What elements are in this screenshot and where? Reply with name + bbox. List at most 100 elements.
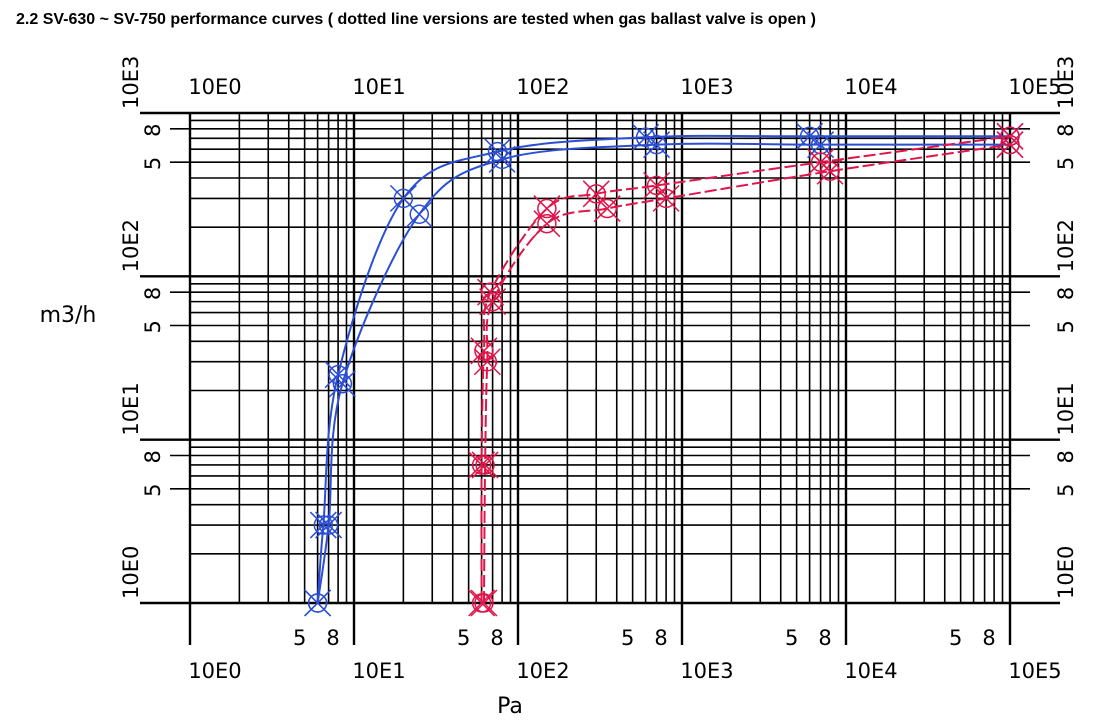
marker-cross [996, 131, 1024, 159]
marker-circle [537, 198, 557, 219]
x-tick-label-bottom: 10E1 [352, 659, 405, 683]
y-tick-label-right: 10E3 [1054, 56, 1078, 109]
x-tick-label-top: 10E1 [352, 75, 405, 99]
marker-circle [635, 127, 656, 148]
marker-cross [324, 361, 352, 389]
marker-circle [820, 161, 840, 181]
marker-circle [492, 149, 512, 170]
x-axis-title: Pa [497, 694, 523, 719]
marker-circle [409, 204, 430, 224]
marker-circle [328, 364, 348, 385]
marker-circle [474, 593, 494, 613]
marker-cross [304, 589, 332, 617]
y-minor-label-left: 5 [141, 157, 165, 170]
x-tick-label-bottom: 10E2 [516, 659, 569, 683]
series-line-3 [480, 135, 1011, 604]
series-2-marker [328, 370, 356, 398]
marker-circle [646, 175, 667, 196]
x-tick-label-bottom: 10E5 [1008, 659, 1061, 683]
y-minor-label-right: 5 [1054, 157, 1078, 170]
marker-cross [643, 131, 671, 159]
series-4-marker [473, 348, 501, 376]
marker-cross [405, 200, 433, 228]
label-layer: 10E0 10E0 10E1 10E1 10E2 10E2 10E3 10E3 10E4 10E4… [40, 56, 1078, 719]
marker-circle [477, 351, 498, 372]
series-2-marker [643, 131, 671, 159]
marker-cross [468, 589, 496, 617]
series-2-marker [405, 200, 433, 228]
x-tick-label-top: 10E4 [844, 75, 897, 99]
series-4-marker [533, 210, 561, 238]
grid-layer [140, 111, 1060, 645]
y-minor-label-left: 8 [141, 287, 165, 300]
series-4-marker [652, 184, 680, 212]
marker-circle [597, 198, 617, 219]
series-line-4 [482, 143, 1011, 604]
marker-cross [816, 157, 844, 185]
y-tick-label-left: 10E1 [119, 382, 143, 435]
series-2-marker [304, 589, 332, 617]
x-minor-label-8: 8 [818, 626, 831, 650]
series-4-marker [996, 131, 1024, 159]
marker-circle [482, 291, 503, 312]
marker-circle [480, 282, 501, 302]
marker-circle [332, 373, 353, 394]
series-4-marker [470, 589, 498, 617]
series-4-marker [816, 157, 844, 185]
marker-circle [393, 188, 414, 209]
marker-cross [643, 171, 671, 200]
x-minor-label-5: 5 [457, 626, 470, 650]
marker-circle [537, 213, 557, 234]
x-minor-label-5: 5 [785, 626, 798, 650]
y-minor-label-right: 8 [1054, 450, 1078, 463]
marker-cross [473, 348, 501, 376]
marker-cross [479, 288, 507, 316]
marker-cross [488, 145, 516, 173]
series-4-marker [471, 451, 499, 479]
marker-cross [582, 180, 610, 208]
series-1-marker [309, 511, 337, 539]
y-minor-label-left: 5 [141, 320, 165, 333]
marker-cross [328, 370, 356, 398]
y-minor-label-right: 8 [1054, 123, 1078, 136]
marker-circle [313, 515, 334, 535]
marker-cross [389, 184, 417, 212]
y-tick-label-left: 10E2 [119, 219, 143, 272]
series-2-marker [488, 145, 516, 173]
x-minor-label-8: 8 [654, 626, 667, 650]
x-tick-label-bottom: 10E3 [680, 659, 733, 683]
marker-cross [470, 589, 498, 617]
series-2-marker [315, 511, 343, 539]
marker-circle [646, 134, 667, 155]
x-minor-label-8: 8 [326, 626, 339, 650]
x-tick-label-top: 10E5 [1008, 75, 1061, 99]
x-tick-label-bottom: 10E0 [188, 659, 241, 683]
marker-cross [471, 451, 499, 479]
y-minor-label-right: 5 [1054, 320, 1078, 333]
y-tick-label-right: 10E2 [1054, 219, 1078, 272]
marker-cross [533, 195, 561, 223]
x-tick-label-top: 10E0 [188, 75, 241, 99]
marker-circle [586, 184, 606, 204]
marker-cross [315, 511, 343, 539]
y-minor-label-left: 5 [141, 483, 165, 496]
x-minor-label-5: 5 [293, 626, 306, 650]
marker-circle [318, 515, 339, 535]
x-minor-label-5: 5 [621, 626, 634, 650]
x-tick-label-top: 10E3 [680, 75, 733, 99]
y-minor-label-right: 5 [1054, 483, 1078, 496]
y-minor-label-left: 8 [141, 450, 165, 463]
marker-cross [652, 184, 680, 212]
series-layer [304, 122, 1024, 617]
series-4-marker [593, 195, 621, 223]
marker-cross [533, 210, 561, 238]
y-minor-label-right: 8 [1054, 287, 1078, 300]
marker-cross [468, 451, 496, 479]
y-tick-label-right: 10E0 [1054, 546, 1078, 599]
marker-circle [475, 455, 495, 475]
series-3-marker [582, 180, 610, 208]
y-tick-label-left: 10E0 [119, 546, 143, 599]
series-3-marker [643, 171, 671, 200]
marker-circle [474, 341, 494, 361]
